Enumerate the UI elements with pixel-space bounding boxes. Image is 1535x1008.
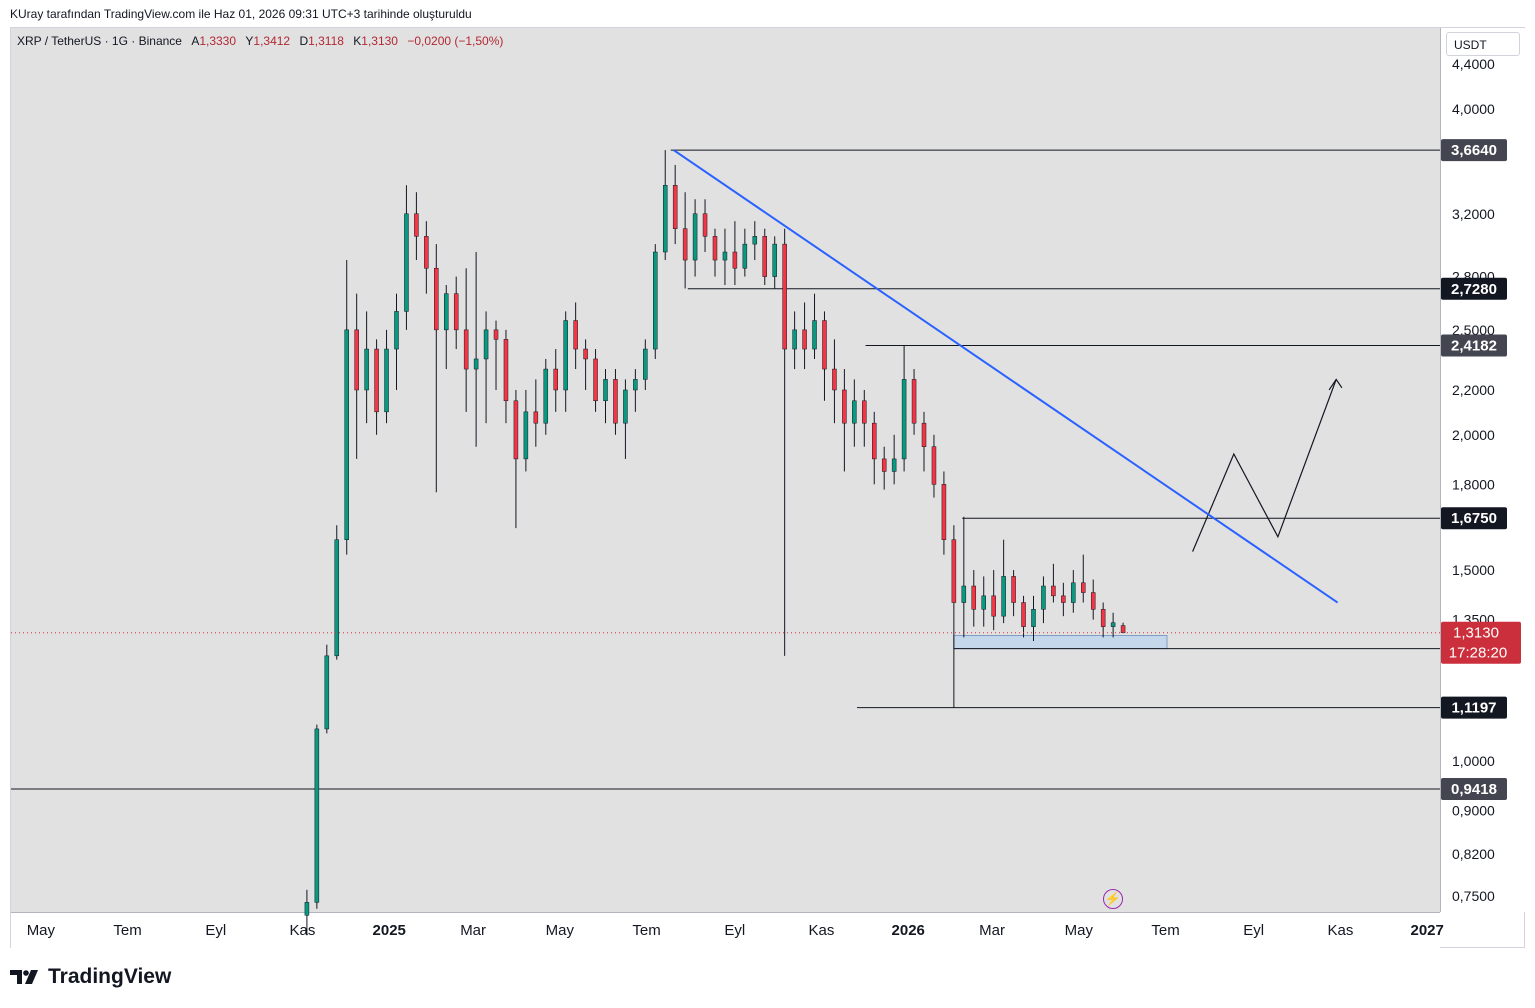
- tradingview-logo[interactable]: TradingView: [10, 965, 171, 989]
- low-value: 1,3118: [308, 34, 344, 48]
- chart-credit: KUray tarafından TradingView.com ile Haz…: [10, 7, 472, 21]
- price-axis[interactable]: [1440, 28, 1525, 912]
- flash-indicator-icon[interactable]: ⚡: [1103, 889, 1123, 909]
- open-value: 1,3330: [199, 34, 237, 48]
- change-value: −0,0200 (−1,50%): [407, 34, 504, 48]
- close-value: 1,3130: [361, 34, 398, 48]
- tradingview-logo-icon: [10, 970, 38, 984]
- time-axis[interactable]: [11, 912, 1440, 948]
- currency-selector[interactable]: USDT: [1446, 32, 1520, 56]
- tradingview-wordmark: TradingView: [48, 965, 172, 988]
- symbol-legend: XRP / TetherUS · 1G · Binance A1,3330 Y1…: [17, 34, 503, 48]
- high-value: 1,3412: [253, 34, 291, 48]
- open-label: A: [191, 34, 200, 48]
- high-label: Y: [245, 34, 254, 48]
- close-label: K: [353, 34, 362, 48]
- symbol-name[interactable]: XRP / TetherUS · 1G · Binance: [17, 34, 182, 48]
- plot-area[interactable]: [11, 28, 1440, 912]
- low-label: D: [299, 34, 309, 48]
